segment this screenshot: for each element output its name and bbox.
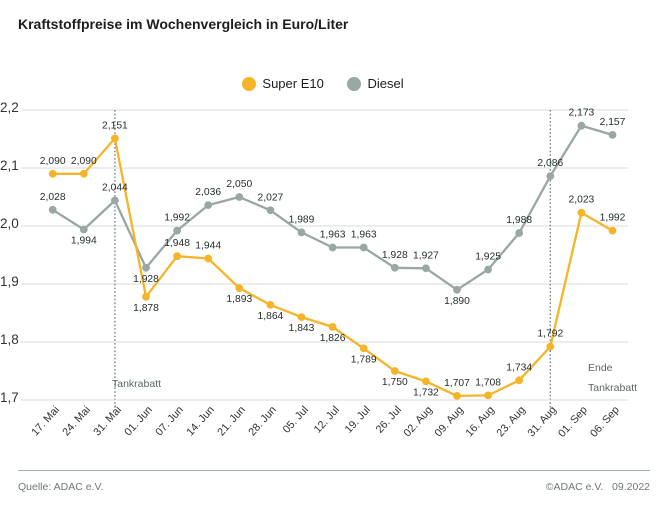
svg-text:1,843: 1,843 (289, 323, 315, 334)
svg-text:2,151: 2,151 (102, 120, 128, 131)
svg-text:1,789: 1,789 (351, 354, 377, 365)
svg-text:2,044: 2,044 (102, 183, 128, 194)
svg-text:1,792: 1,792 (537, 329, 563, 340)
svg-text:1,944: 1,944 (195, 241, 221, 252)
svg-text:1,992: 1,992 (600, 213, 626, 224)
svg-text:1,890: 1,890 (444, 296, 470, 307)
svg-text:2,173: 2,173 (569, 108, 595, 119)
svg-text:1,988: 1,988 (506, 215, 532, 226)
svg-text:1,732: 1,732 (413, 387, 439, 398)
svg-text:2,090: 2,090 (40, 156, 66, 167)
svg-text:1,992: 1,992 (164, 213, 190, 224)
svg-text:1,928: 1,928 (382, 250, 408, 261)
svg-text:1,893: 1,893 (226, 294, 252, 305)
svg-text:1,707: 1,707 (444, 378, 470, 389)
svg-text:2,090: 2,090 (71, 156, 97, 167)
svg-text:2,027: 2,027 (258, 192, 284, 203)
svg-text:2,028: 2,028 (40, 192, 66, 203)
svg-text:1,928: 1,928 (133, 274, 159, 285)
svg-text:2,157: 2,157 (600, 117, 626, 128)
svg-text:1,708: 1,708 (475, 377, 501, 388)
svg-text:1,989: 1,989 (289, 214, 315, 225)
svg-text:1,826: 1,826 (320, 333, 346, 344)
svg-text:2,086: 2,086 (537, 158, 563, 169)
svg-text:1,994: 1,994 (71, 236, 97, 247)
svg-text:1,963: 1,963 (320, 230, 346, 241)
svg-text:1,734: 1,734 (506, 362, 532, 373)
svg-text:1,750: 1,750 (382, 377, 408, 388)
svg-text:1,925: 1,925 (475, 252, 501, 263)
svg-text:2,050: 2,050 (226, 179, 252, 190)
svg-text:2,023: 2,023 (569, 195, 595, 206)
svg-text:2,036: 2,036 (195, 187, 221, 198)
svg-text:1,963: 1,963 (351, 230, 377, 241)
svg-text:1,927: 1,927 (413, 250, 439, 261)
svg-text:1,948: 1,948 (164, 238, 190, 249)
svg-text:1,864: 1,864 (258, 311, 284, 322)
svg-text:1,878: 1,878 (133, 303, 159, 314)
